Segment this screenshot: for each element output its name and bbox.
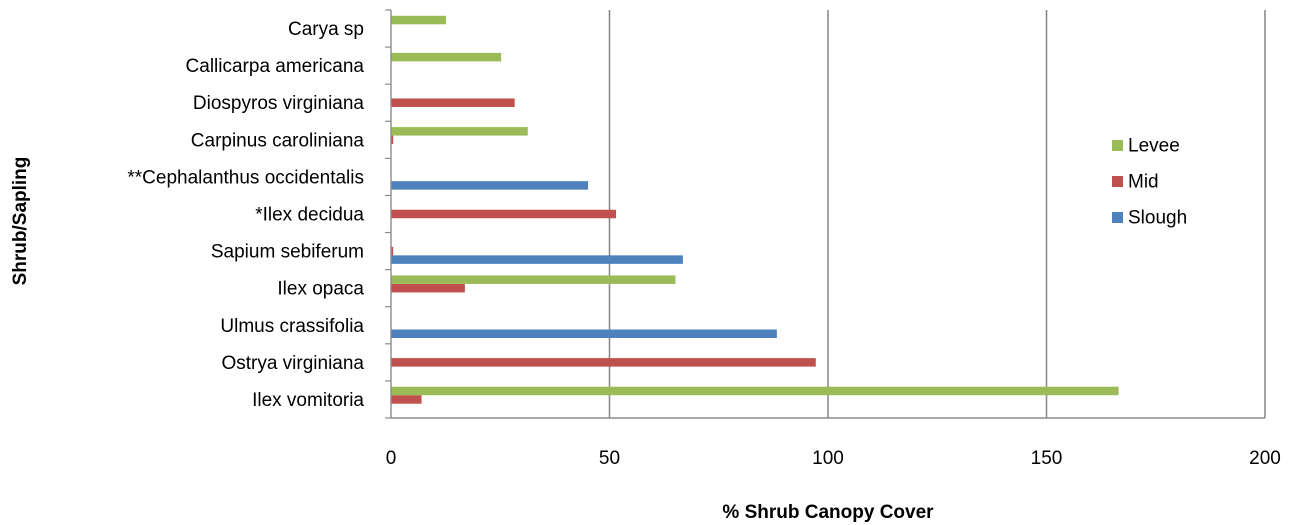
bar-mid (391, 246, 394, 256)
y-axis-title: Shrub/Sapling (10, 157, 31, 286)
bar-slough (391, 255, 683, 264)
bar-levee (391, 15, 447, 25)
category-label: *Ilex decidua (255, 205, 364, 226)
labels: 0 50 100 150 200 Ilex vomitoria Ostrya virgini… (127, 19, 1280, 469)
legend: Levee Mid Slough (1112, 136, 1187, 229)
category-label: Sapium sebiferum (211, 242, 364, 263)
legend-label-slough: Slough (1128, 208, 1187, 229)
bar-levee (391, 52, 502, 62)
bar-levee (391, 386, 1119, 396)
bar-mid (391, 358, 816, 367)
category-label: **Cephalanthus occidentalis (127, 167, 364, 188)
bars (391, 15, 1119, 404)
legend-label-levee: Levee (1128, 136, 1180, 157)
legend-swatch-mid (1112, 176, 1123, 187)
x-tick-label: 0 (386, 448, 397, 469)
bar-mid (391, 395, 422, 404)
x-axis-title: % Shrub Canopy Cover (722, 502, 934, 523)
x-tick-label: 200 (1249, 448, 1281, 469)
category-label: Carya sp (288, 19, 364, 40)
x-tick-label: 50 (599, 448, 620, 469)
bar-mid (391, 283, 465, 293)
legend-label-mid: Mid (1128, 172, 1159, 193)
x-tick-label: 100 (812, 448, 844, 469)
bar-mid (391, 98, 515, 107)
bar-slough (391, 329, 777, 339)
legend-swatch-slough (1112, 212, 1123, 223)
x-tick-label: 150 (1031, 448, 1063, 469)
category-label: Ilex opaca (277, 279, 364, 300)
category-label: Callicarpa americana (186, 56, 365, 77)
bar-slough (391, 181, 589, 190)
axes (385, 9, 1265, 419)
category-label: Carpinus caroliniana (191, 130, 365, 151)
bar-levee (391, 127, 528, 136)
category-label: Ulmus crassifolia (220, 316, 364, 337)
bar-mid (391, 135, 394, 145)
bar-levee (391, 275, 676, 284)
bar-mid (391, 209, 617, 219)
category-label: Diospyros virginiana (193, 93, 365, 114)
category-label: Ilex vomitoria (252, 390, 364, 411)
category-label: Ostrya virginiana (221, 353, 364, 374)
legend-swatch-levee (1112, 140, 1123, 151)
